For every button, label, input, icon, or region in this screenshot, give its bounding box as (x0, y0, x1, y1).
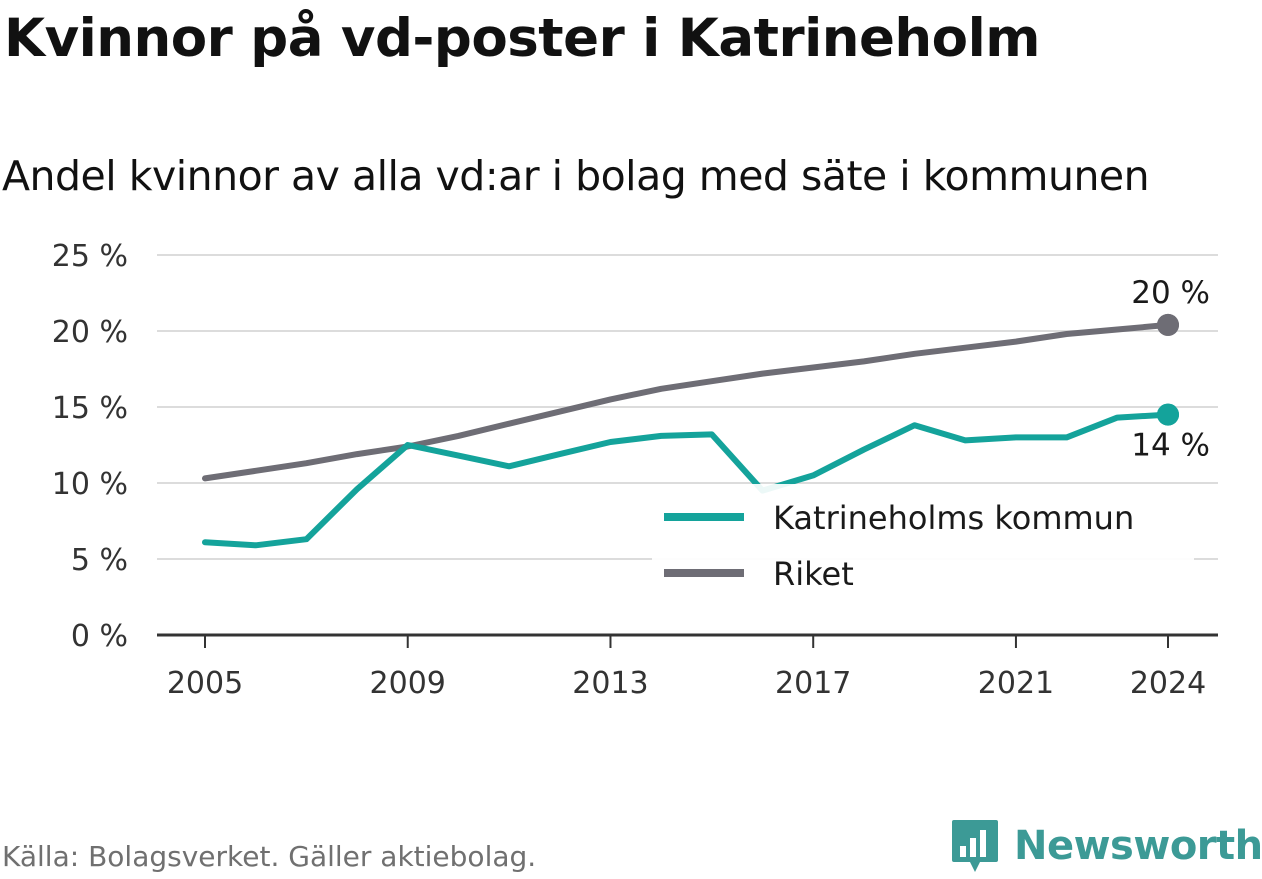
chart-title: Kvinnor på vd-poster i Katrineholm (4, 8, 1040, 69)
series-line-kommun (202, 411, 1171, 549)
y-tick-label: 5 % (71, 543, 128, 578)
end-labels: 20 % 14 % (1131, 275, 1210, 464)
end-marker-riket (1157, 313, 1179, 336)
x-tick-label: 2021 (978, 666, 1054, 701)
series-line-riket (202, 321, 1171, 482)
legend: Katrineholms kommun Riket (652, 484, 1194, 594)
newsworthy-logo-icon (952, 820, 998, 872)
y-tick-label: 25 % (52, 239, 128, 274)
y-tick-label: 10 % (52, 467, 128, 502)
x-tick-label: 2024 (1130, 666, 1206, 701)
end-marker-kommun (1157, 403, 1179, 426)
x-tick-label: 2005 (167, 666, 243, 701)
legend-label-riket: Riket (773, 555, 854, 593)
x-tick-label: 2013 (572, 666, 648, 701)
source-note: Källa: Bolagsverket. Gäller aktiebolag. (2, 840, 537, 873)
x-tick-label: 2017 (775, 666, 851, 701)
y-tick-label: 15 % (52, 391, 128, 426)
brand-logo: Newsworthy (950, 818, 1262, 874)
legend-label-kommun: Katrineholms kommun (773, 499, 1134, 537)
x-axis: 2005 2009 2013 2017 2021 2024 (157, 633, 1218, 701)
brand-name: Newsworthy (1014, 823, 1262, 869)
y-tick-label: 0 % (71, 619, 128, 654)
chart-subtitle: Andel kvinnor av alla vd:ar i bolag med … (2, 152, 1150, 200)
y-tick-label: 20 % (52, 315, 128, 350)
y-axis-ticks: 0 % 5 % 10 % 15 % 20 % 25 % (52, 239, 128, 654)
x-tick-label: 2009 (370, 666, 446, 701)
end-label-riket: 20 % (1131, 275, 1210, 311)
end-label-kommun: 14 % (1131, 428, 1210, 464)
